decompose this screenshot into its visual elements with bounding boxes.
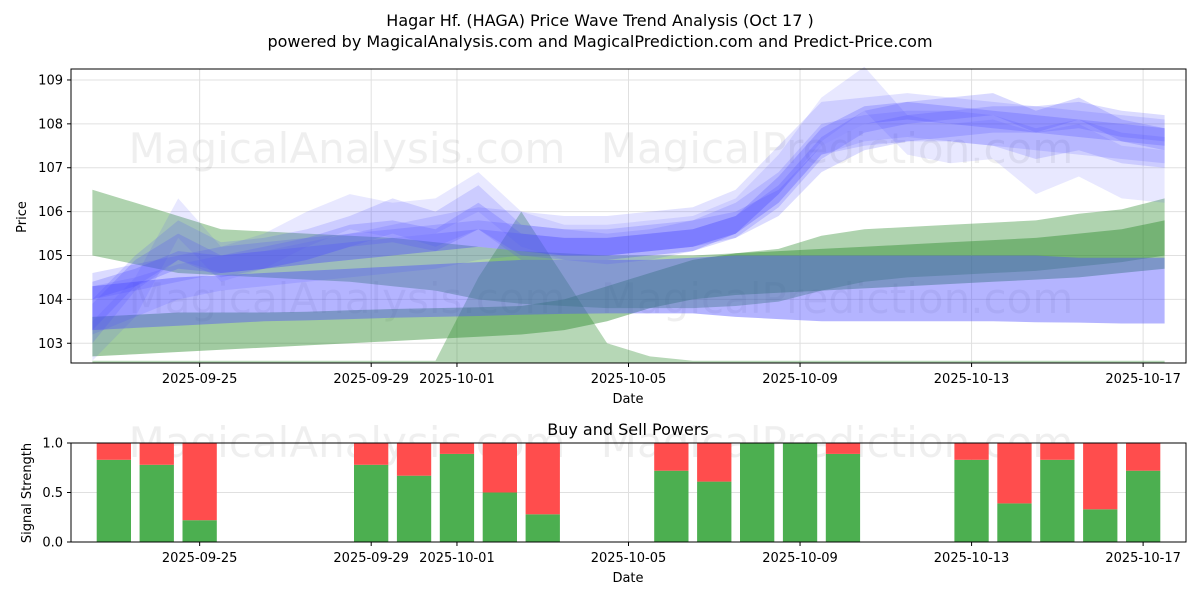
price-y-tick-label: 108 [38,117,63,132]
price-y-axis-label: Price [15,201,30,233]
sell-bar-2025-10-16 [1083,443,1118,510]
buy-bar-2025-10-06 [654,470,689,542]
watermark-analysis-mid: MagicalAnalysis.com [129,274,566,323]
bar-x-tick-label: 2025-09-25 [162,551,238,566]
price-x-tick-label: 2025-10-09 [762,372,838,387]
chart-title-line1: Hagar Hf. (HAGA) Price Wave Trend Analys… [386,11,813,30]
price-y-tick-label: 107 [38,161,63,176]
price-x-axis: 2025-09-25 2025-09-29 2025-10-01 2025-10-05… [162,363,1181,387]
buy-bar-2025-10-17 [1126,470,1161,542]
buy-bar-2025-09-25 [182,520,217,542]
price-y-tick-label: 109 [38,73,63,88]
bar-x-axis-label: Date [612,571,643,586]
buy-sell-bars [96,443,1161,542]
sell-bar-2025-10-15 [1040,443,1075,460]
buy-bar-2025-10-14 [997,503,1032,542]
sell-bar-2025-09-29 [354,443,389,465]
bar-x-tick-label: 2025-10-01 [419,551,495,566]
sell-bar-2025-10-14 [997,443,1032,504]
bar-x-tick-label: 2025-10-13 [934,551,1010,566]
sell-bar-2025-10-10 [825,443,861,454]
bar-y-axis-label: Signal Strength [20,443,35,543]
buy-bar-2025-10-02 [482,492,517,542]
sell-bar-2025-09-23 [96,443,131,460]
price-y-tick-label: 106 [38,205,63,220]
buy-bar-2025-09-29 [354,464,389,542]
buy-bar-2025-10-01 [439,453,475,542]
buy-bar-2025-10-08 [740,443,775,542]
bar-y-tick-label: 1.0 [42,437,63,452]
price-x-tick-label: 2025-10-01 [419,372,495,387]
bar-x-tick-label: 2025-10-09 [762,551,838,566]
buy-bar-2025-09-23 [96,459,131,542]
band-green-lower [92,220,1165,357]
sell-bar-2025-10-06 [654,443,689,471]
buy-bar-2025-10-13 [954,459,989,542]
price-x-tick-label: 2025-10-05 [591,372,667,387]
bar-y-axis: 0.0 0.5 1.0 [42,437,71,551]
buy-bar-2025-09-24 [139,464,174,542]
band-blue-f [92,101,1165,300]
price-x-axis-label: Date [612,392,643,407]
sell-bar-2025-10-03 [525,443,560,515]
sell-bar-2025-10-07 [697,443,732,482]
bar-x-axis: 2025-09-25 2025-09-29 2025-10-01 2025-10-05… [162,542,1181,566]
price-x-tick-label: 2025-09-29 [333,372,409,387]
band-blue-e [92,93,1165,331]
buy-bar-2025-10-15 [1040,459,1075,542]
band-blue-wide-lower [92,255,1165,331]
bar-x-tick-label: 2025-10-17 [1105,551,1181,566]
chart-title-line2: powered by MagicalAnalysis.com and Magic… [267,32,932,51]
sell-bar-2025-09-30 [396,443,432,476]
watermark-analysis-top: MagicalAnalysis.com [129,124,566,173]
buy-bar-2025-10-09 [782,443,818,542]
watermark-prediction-mid: MagicalPrediction.com [601,274,1074,323]
band-green-upper [92,189,1165,309]
price-y-tick-label: 105 [38,249,63,264]
price-x-tick-label: 2025-10-13 [934,372,1010,387]
buy-bar-2025-09-30 [396,475,432,542]
buy-bar-2025-10-16 [1083,509,1118,542]
price-x-tick-label: 2025-09-25 [162,372,238,387]
sell-bar-2025-09-24 [139,443,174,465]
sell-bar-2025-09-25 [182,443,217,521]
band-blue-d [92,101,1165,300]
band-blue-c [92,66,1165,361]
sell-bar-2025-10-17 [1126,443,1161,471]
sell-bar-2025-10-02 [482,443,517,493]
top-watermark: MagicalAnalysis.com MagicalPrediction.co… [129,124,1074,323]
top-gridlines [71,69,1186,363]
price-x-tick-label: 2025-10-17 [1105,372,1181,387]
sell-bar-2025-10-01 [439,443,475,454]
bar-y-tick-label: 0.0 [42,536,63,551]
price-y-tick-label: 103 [38,337,63,352]
bar-x-tick-label: 2025-09-29 [333,551,409,566]
watermark-prediction-top: MagicalPrediction.com [601,124,1074,173]
buy-bar-2025-10-10 [825,453,861,542]
band-blue-b [92,110,1165,344]
bar-y-tick-label: 0.5 [42,486,63,501]
bar-x-tick-label: 2025-10-05 [591,551,667,566]
buy-bar-2025-10-03 [525,514,560,542]
band-blue-a [92,93,1165,335]
price-y-axis: 103 104 105 106 107 108 109 [38,73,71,352]
sell-bar-2025-10-13 [954,443,989,460]
bar-chart-title: Buy and Sell Powers [547,420,709,439]
price-bands [92,66,1165,363]
price-y-tick-label: 104 [38,293,63,308]
buy-bar-2025-10-07 [697,481,732,542]
